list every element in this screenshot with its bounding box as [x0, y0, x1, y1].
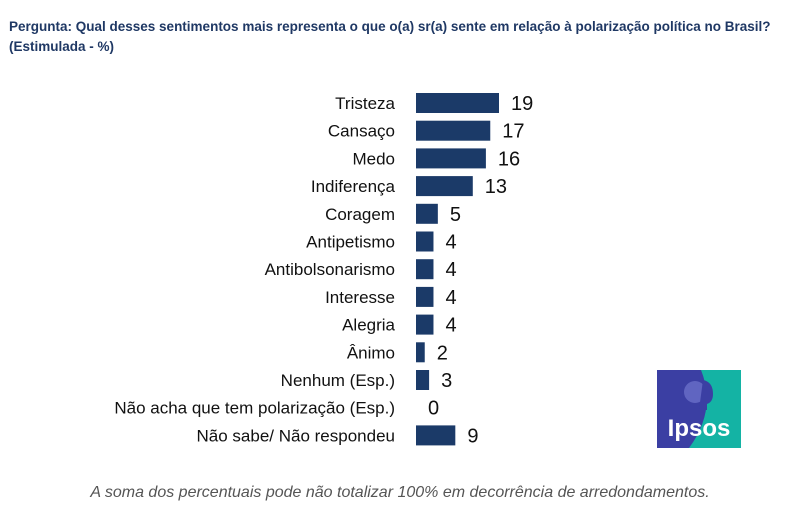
bar — [416, 370, 430, 390]
category-label: Nenhum (Esp.) — [281, 371, 395, 390]
logo-text: Ipsos — [668, 415, 731, 442]
data-label: 13 — [485, 176, 507, 198]
bar-chart: Tristeza 19 Cansaço 17 Medo 16 Indiferença 13 Co… — [114, 93, 533, 447]
category-label: Coragem — [325, 205, 395, 224]
data-label: 5 — [450, 204, 461, 226]
data-label: 3 — [441, 370, 452, 392]
data-label: 19 — [511, 93, 533, 115]
bar — [416, 120, 491, 141]
category-label: Não acha que tem polarização (Esp.) — [114, 399, 395, 418]
category-label: Antipetismo — [306, 233, 395, 252]
category-label: Indiferença — [311, 177, 396, 196]
category-label: Interesse — [325, 288, 395, 307]
category-label: Alegria — [342, 316, 395, 335]
data-label: 9 — [467, 425, 478, 447]
subtitle: (Estimulada - %) — [9, 39, 115, 54]
data-label: 17 — [502, 121, 524, 143]
logo-face-icon — [699, 380, 713, 410]
data-label: 2 — [437, 342, 448, 364]
data-label: 0 — [428, 398, 439, 420]
data-label: 4 — [445, 232, 456, 254]
footnote: A soma dos percentuais pode não totaliza… — [90, 484, 710, 501]
category-label: Não sabe/ Não respondeu — [197, 426, 395, 445]
category-label: Tristeza — [335, 94, 395, 113]
chart-title: Pergunta: Qual desses sentimentos mais r… — [9, 17, 799, 57]
data-label: 4 — [445, 315, 456, 337]
data-label: 16 — [498, 148, 520, 170]
ipsos-logo: Ipsos — [657, 370, 741, 448]
bar — [416, 176, 473, 197]
bar — [416, 93, 499, 113]
question-text: Pergunta: Qual desses sentimentos mais r… — [9, 19, 771, 34]
bar — [416, 314, 434, 335]
category-label: Ânimo — [347, 343, 395, 362]
bar — [416, 203, 438, 224]
bar — [416, 286, 434, 307]
category-label: Medo — [352, 149, 395, 168]
data-label: 4 — [445, 259, 456, 281]
logo-tree-icon — [684, 381, 706, 403]
bar — [416, 231, 434, 252]
bar — [416, 259, 434, 280]
bar — [416, 425, 456, 446]
bar — [416, 148, 486, 169]
category-label: Cansaço — [328, 122, 395, 141]
data-label: 4 — [445, 287, 456, 309]
logo-teal — [689, 370, 741, 448]
bar — [416, 342, 425, 363]
category-label: Antibolsonarismo — [265, 260, 395, 279]
